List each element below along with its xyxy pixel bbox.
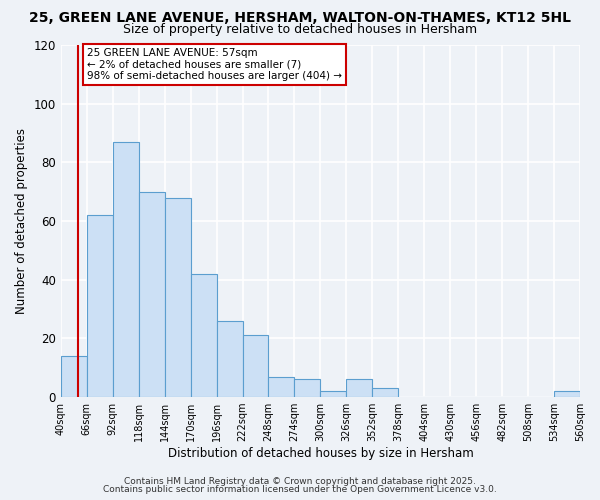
Bar: [87, 215, 113, 397]
Bar: [113, 142, 139, 397]
Text: Contains public sector information licensed under the Open Government Licence v3: Contains public sector information licen…: [103, 485, 497, 494]
Bar: [320, 391, 346, 397]
Bar: [554, 391, 580, 397]
Text: 25 GREEN LANE AVENUE: 57sqm
← 2% of detached houses are smaller (7)
98% of semi-: 25 GREEN LANE AVENUE: 57sqm ← 2% of deta…: [87, 48, 342, 81]
Bar: [373, 388, 398, 397]
Bar: [295, 380, 320, 397]
Bar: [164, 198, 191, 397]
Bar: [139, 192, 164, 397]
X-axis label: Distribution of detached houses by size in Hersham: Distribution of detached houses by size …: [167, 447, 473, 460]
Bar: [191, 274, 217, 397]
Bar: [61, 356, 87, 397]
Bar: [268, 376, 295, 397]
Bar: [346, 380, 373, 397]
Text: Size of property relative to detached houses in Hersham: Size of property relative to detached ho…: [123, 22, 477, 36]
Text: Contains HM Land Registry data © Crown copyright and database right 2025.: Contains HM Land Registry data © Crown c…: [124, 477, 476, 486]
Y-axis label: Number of detached properties: Number of detached properties: [15, 128, 28, 314]
Bar: [217, 321, 242, 397]
Text: 25, GREEN LANE AVENUE, HERSHAM, WALTON-ON-THAMES, KT12 5HL: 25, GREEN LANE AVENUE, HERSHAM, WALTON-O…: [29, 11, 571, 25]
Bar: [242, 336, 268, 397]
